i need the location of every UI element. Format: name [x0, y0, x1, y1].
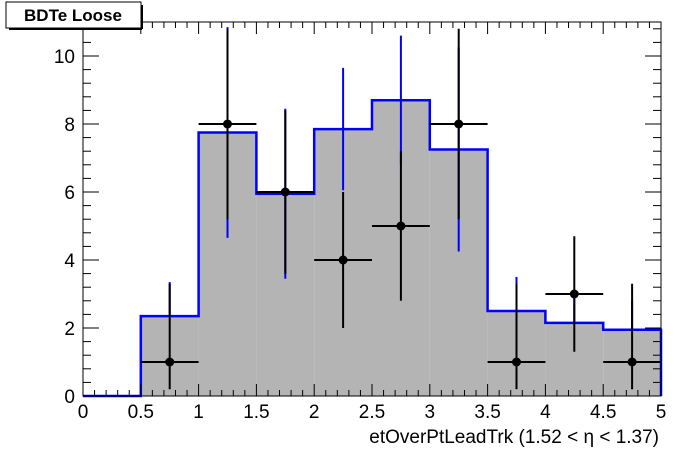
- data-point: [280, 187, 290, 197]
- chart-title-box: BDTe Loose: [5, 1, 143, 30]
- y-tick-label: 8: [64, 115, 75, 136]
- data-points: [140, 28, 661, 390]
- y-tick-label: 10: [54, 47, 75, 68]
- y-tick-label: 6: [64, 183, 75, 204]
- y-tick-label: 2: [64, 319, 75, 340]
- data-point: [454, 119, 464, 129]
- x-axis-title: etOverPtLeadTrk (1.52 < η < 1.37): [369, 427, 659, 448]
- x-tick-label: 1: [193, 402, 204, 423]
- x-tick-label: 3.5: [474, 402, 500, 423]
- data-point: [223, 119, 232, 129]
- x-tick-label: 3: [425, 402, 436, 423]
- x-tick-label: 2.5: [359, 402, 385, 423]
- x-tick-label: 0: [78, 402, 89, 423]
- data-point: [569, 289, 579, 299]
- data-point: [512, 357, 521, 367]
- y-tick-label: 0: [64, 387, 75, 408]
- data-point: [627, 357, 637, 367]
- x-tick-label: 5: [656, 402, 667, 423]
- data-point: [338, 255, 348, 265]
- x-tick-label: 2: [309, 402, 320, 423]
- x-axis-ticks: 0 0.5 1 1.5 2 2.5 3 3.5 4 4.5 5: [78, 22, 667, 423]
- x-tick-label: 4: [540, 402, 551, 423]
- chart-title: BDTe Loose: [24, 6, 122, 25]
- y-tick-label: 4: [64, 251, 75, 272]
- x-tick-label: 4.5: [590, 402, 616, 423]
- data-point: [396, 221, 406, 231]
- data-point: [165, 357, 175, 367]
- histogram-outline: [83, 98, 663, 398]
- x-tick-label: 1.5: [243, 402, 269, 423]
- y-axis-ticks: 0 2 4 6 8 10: [54, 28, 661, 408]
- x-tick-label: 0.5: [128, 402, 154, 423]
